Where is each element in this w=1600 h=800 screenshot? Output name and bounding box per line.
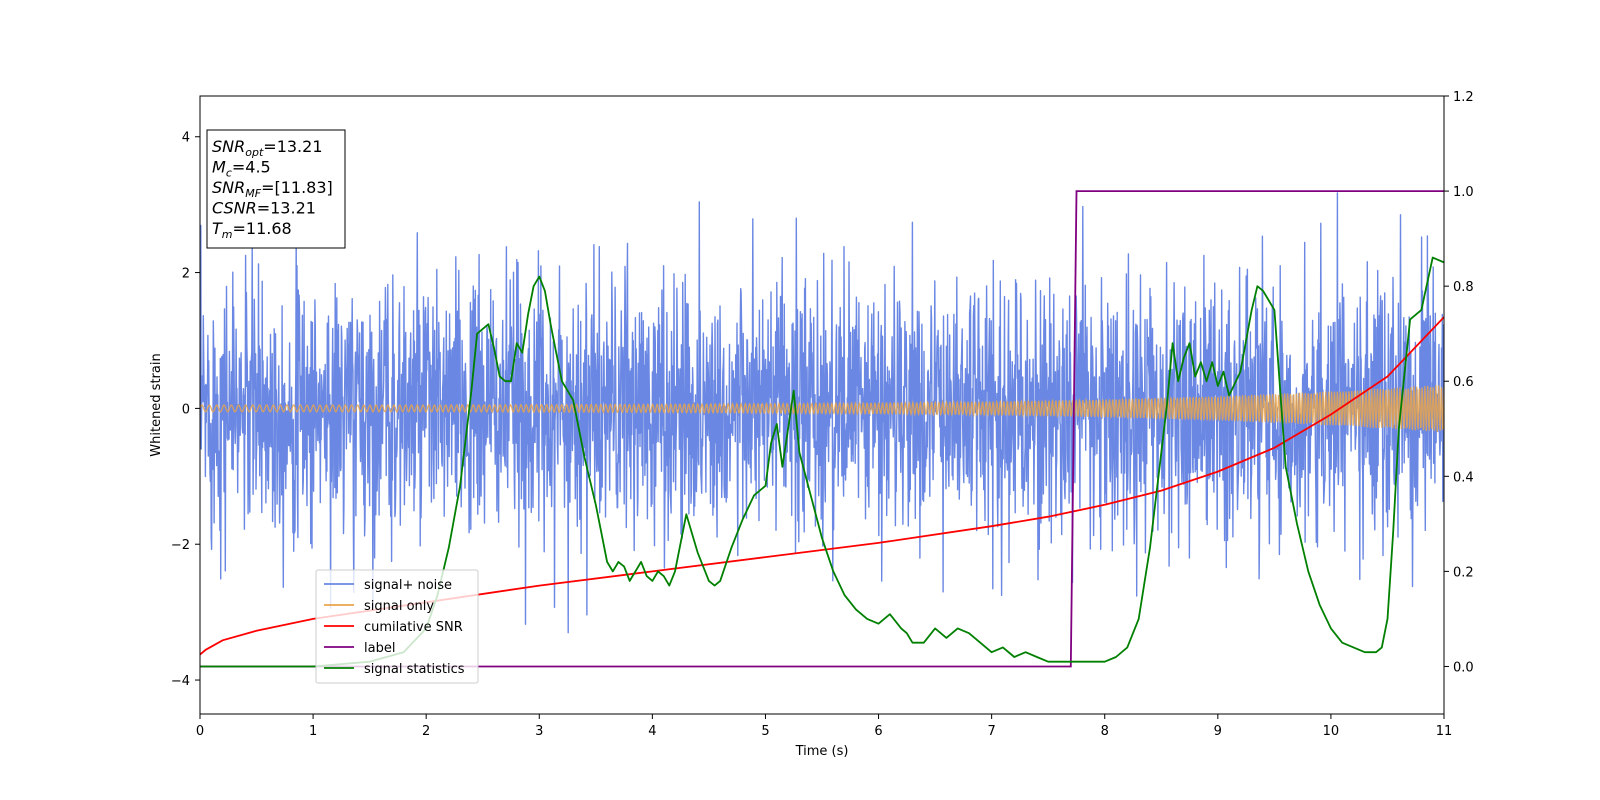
series-signal-only-line <box>200 385 1444 432</box>
series-signal-noise-line <box>200 192 1444 634</box>
y2-tick-label: 0.6 <box>1453 375 1474 390</box>
legend-label: label <box>364 641 395 656</box>
x-tick-label: 5 <box>761 724 769 739</box>
x-tick-label: 11 <box>1436 724 1453 739</box>
annotation-line: SNRMF=[11.83] <box>212 178 333 200</box>
y2-tick-label: 1.0 <box>1453 185 1474 200</box>
y2-tick-label: 0.4 <box>1453 470 1474 485</box>
plot-frame <box>199 95 1445 715</box>
series-signal-statistics-line <box>200 256 1444 668</box>
x-tick-label: 2 <box>422 724 430 739</box>
y2-tick-label: 1.2 <box>1453 90 1474 105</box>
y-tick-label: 2 <box>182 267 190 282</box>
y2-tick-label: 0.8 <box>1453 280 1474 295</box>
x-tick-label: 6 <box>874 724 882 739</box>
legend-label: cumilative SNR <box>364 620 463 635</box>
x-tick-label: 1 <box>309 724 317 739</box>
x-axis-label: Time (s) <box>795 744 849 759</box>
x-tick-label: 9 <box>1214 724 1222 739</box>
y-tick-label: 4 <box>182 131 190 146</box>
annotation-line: CSNR=13.21 <box>212 199 316 218</box>
y2-tick-label: 0.2 <box>1453 565 1474 580</box>
y-tick-label: −2 <box>171 538 190 553</box>
legend-label: signal statistics <box>364 662 465 677</box>
y2-tick-label: 0.0 <box>1453 660 1474 675</box>
annotation-line: Mc=4.5 <box>212 158 271 180</box>
x-tick-label: 4 <box>648 724 656 739</box>
legend: signal+ noise signal only cumilative SNR la… <box>315 569 479 684</box>
x-tick-label: 10 <box>1323 724 1340 739</box>
y-tick-label: −4 <box>171 674 190 689</box>
series-label-line <box>200 190 1444 668</box>
legend-frame <box>315 569 479 684</box>
y-axis-label: Whitened strain <box>149 353 164 456</box>
y-axis-right: 0.0 0.2 0.4 0.6 0.8 1.0 1.2 <box>1444 90 1474 675</box>
x-tick-label: 3 <box>535 724 543 739</box>
y-tick-label: 0 <box>182 402 190 417</box>
annotation-box: SNRopt=13.21Mc=4.5SNRMF=[11.83]CSNR=13.2… <box>206 129 346 249</box>
series-cumulative-snr-line <box>200 316 1444 656</box>
legend-label: signal+ noise <box>364 578 452 593</box>
series-layer <box>200 190 1444 668</box>
legend-label: signal only <box>364 599 434 614</box>
x-tick-label: 8 <box>1101 724 1109 739</box>
annotation-frame <box>206 129 346 249</box>
x-axis: 0 1 2 3 4 5 6 7 8 9 10 11 <box>196 714 1452 739</box>
y-axis-left: −4 −2 0 2 4 <box>171 131 200 689</box>
x-tick-label: 0 <box>196 724 204 739</box>
x-tick-label: 7 <box>987 724 995 739</box>
annotation-line: SNRopt=13.21 <box>212 137 323 159</box>
annotation-line: Tm=11.68 <box>212 219 292 241</box>
